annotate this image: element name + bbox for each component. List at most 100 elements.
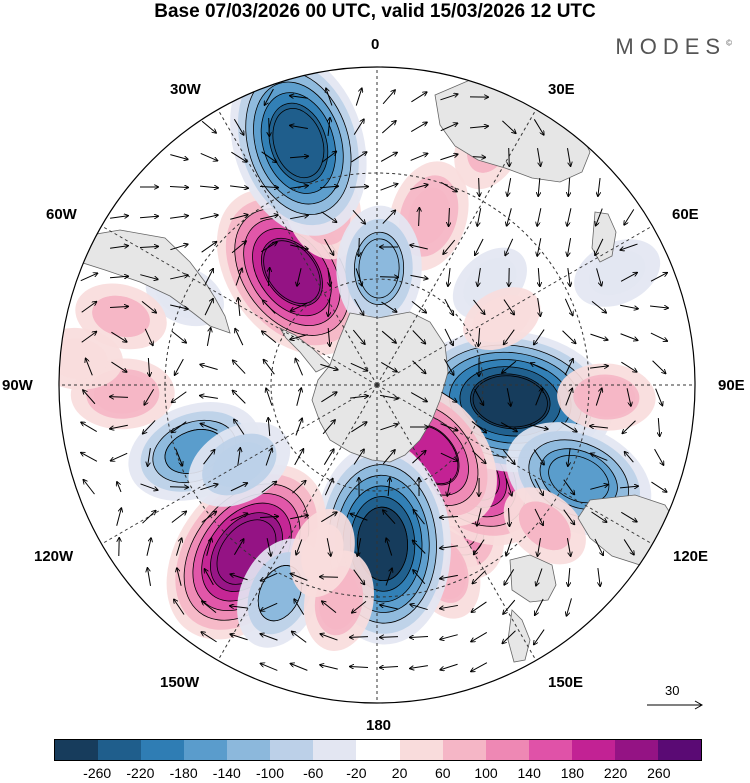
wind-arrow bbox=[230, 574, 248, 581]
wind-arrow bbox=[350, 637, 369, 638]
map-title: Base 07/03/2026 00 UTC, valid 15/03/2026… bbox=[154, 1, 596, 22]
wind-arrow bbox=[382, 450, 395, 465]
wind-arrow bbox=[201, 242, 217, 253]
wind-arrow bbox=[233, 119, 243, 134]
wind-arrow bbox=[204, 269, 213, 286]
wind-arrow bbox=[326, 88, 333, 106]
wind-arrow bbox=[200, 215, 218, 220]
wind-arrow bbox=[357, 538, 362, 556]
wind-arrow bbox=[443, 239, 456, 254]
wind-arrow bbox=[472, 601, 487, 612]
wind-arrow bbox=[621, 511, 636, 521]
wind-arrow bbox=[381, 361, 396, 371]
wind-arrow bbox=[537, 238, 542, 256]
wind-arrow bbox=[620, 333, 638, 340]
colorbar-tick-label: 260 bbox=[647, 765, 671, 781]
colorbar-swatch bbox=[141, 740, 185, 760]
anomaly-field bbox=[59, 67, 661, 651]
wind-arrow bbox=[562, 330, 576, 343]
wind-arrow bbox=[538, 538, 541, 556]
wind-arrow bbox=[328, 268, 330, 286]
wind-arrow bbox=[413, 541, 426, 554]
lon-label-120w: 120W bbox=[34, 548, 74, 565]
wind-arrow bbox=[624, 209, 635, 224]
wind-arrow bbox=[505, 238, 514, 255]
wind-arrow bbox=[472, 450, 485, 463]
wind-arrow bbox=[322, 420, 335, 435]
wind-arrow bbox=[296, 539, 303, 554]
wind-arrow bbox=[169, 487, 188, 488]
wind-arrow bbox=[469, 126, 488, 128]
wind-arrow bbox=[440, 182, 457, 191]
wind-arrow bbox=[533, 449, 544, 464]
lon-label-150w: 150W bbox=[160, 674, 200, 691]
wind-arrow bbox=[230, 606, 248, 608]
wind-arrow bbox=[381, 301, 396, 312]
wind-arrow bbox=[290, 186, 308, 189]
wind-arrow bbox=[230, 186, 248, 188]
colorbar-tick-label: 60 bbox=[435, 765, 451, 781]
wind-arrow bbox=[620, 273, 637, 282]
wind-arrow bbox=[536, 568, 543, 586]
wind-arrow bbox=[410, 122, 427, 133]
wind-arrow bbox=[328, 118, 330, 137]
meridian-line bbox=[376, 384, 537, 661]
wind-arrow bbox=[290, 515, 308, 520]
wind-arrow bbox=[148, 448, 151, 466]
lon-label-30w: 30W bbox=[170, 81, 201, 98]
colorbar-ticks: -260 -220 -180 -140 -100 -60 -20 20 60 100 140 180 2… bbox=[0, 765, 750, 783]
wind-arrow bbox=[353, 569, 365, 585]
wind-arrow bbox=[205, 569, 214, 586]
wind-arrow bbox=[595, 388, 601, 406]
wind-arrow bbox=[351, 152, 366, 163]
wind-arrow bbox=[261, 151, 277, 162]
wind-arrow bbox=[111, 331, 126, 342]
anomaly-contour bbox=[408, 187, 450, 245]
wind-arrow bbox=[230, 215, 247, 220]
wind-arrow bbox=[380, 394, 398, 398]
wind-arrow bbox=[444, 358, 453, 375]
wind-arrow bbox=[444, 298, 453, 315]
colorbar-swatch bbox=[657, 740, 701, 760]
wind-arrow bbox=[507, 178, 512, 196]
anomaly-contour bbox=[301, 524, 344, 582]
wind-arrow bbox=[141, 300, 156, 312]
anomaly-contour bbox=[59, 338, 108, 380]
wind-arrow bbox=[201, 424, 218, 431]
wind-arrow bbox=[111, 361, 126, 372]
wind-arrow bbox=[83, 390, 96, 405]
wind-arrow bbox=[322, 601, 337, 614]
wind-arrow bbox=[144, 328, 153, 345]
wind-arrow bbox=[233, 360, 246, 374]
wind-arrow bbox=[353, 449, 364, 465]
wind-arrow bbox=[324, 479, 332, 496]
wind-arrow bbox=[143, 420, 156, 433]
wind-arrow bbox=[567, 208, 572, 226]
wind-arrow bbox=[380, 153, 397, 162]
wind-arrow bbox=[290, 96, 308, 98]
wind-arrow bbox=[623, 420, 636, 433]
wind-arrow bbox=[291, 574, 308, 581]
anomaly-contour bbox=[548, 455, 610, 504]
wind-arrow bbox=[328, 297, 330, 316]
wind-arrow bbox=[382, 210, 395, 224]
map-boundary bbox=[58, 66, 696, 704]
wind-arrow bbox=[537, 148, 541, 166]
colorbar-swatch bbox=[528, 740, 572, 760]
wind-arrow bbox=[596, 268, 602, 285]
wind-arrow bbox=[590, 333, 607, 340]
colorbar-swatch bbox=[571, 740, 615, 760]
wind-arrow bbox=[262, 331, 277, 344]
colorbar-tick-label: -140 bbox=[212, 765, 241, 781]
wind-arrow bbox=[231, 241, 246, 254]
wind-arrow bbox=[144, 389, 155, 404]
wind-arrow bbox=[230, 483, 247, 492]
anomaly-contour bbox=[92, 295, 150, 338]
wind-arrow bbox=[352, 329, 364, 344]
reference-vector-arrow bbox=[647, 700, 704, 710]
landmasses bbox=[72, 79, 681, 663]
wind-arrow bbox=[506, 538, 513, 555]
wind-arrow bbox=[292, 481, 305, 494]
wind-arrow bbox=[386, 538, 393, 556]
colorbar-swatch bbox=[270, 740, 314, 760]
